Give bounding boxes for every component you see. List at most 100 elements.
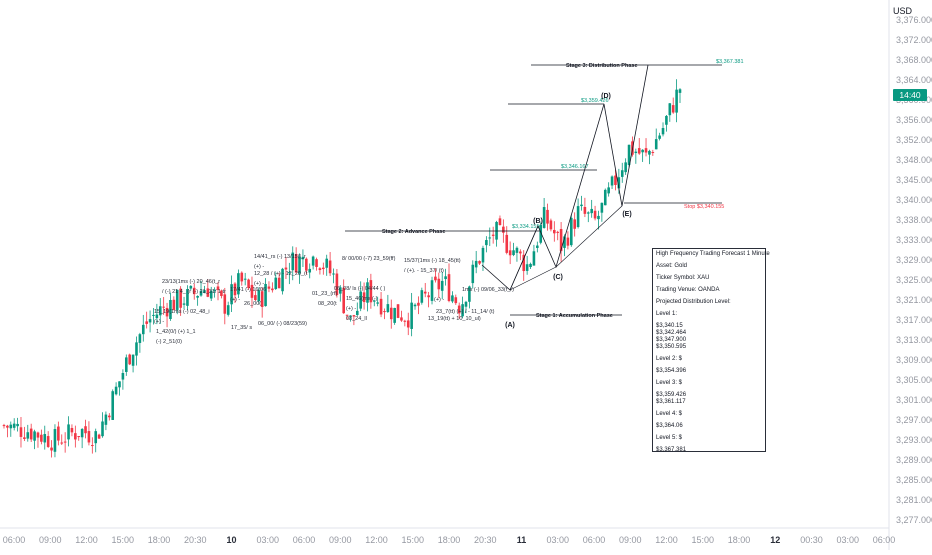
time-tick-label: 18:00: [438, 535, 461, 545]
candle-body: [243, 278, 247, 280]
candle-body: [53, 429, 57, 452]
candle-body: [186, 289, 189, 306]
wave-ab-line: [509, 225, 539, 291]
candle-body: [675, 89, 678, 113]
candle-body: [138, 334, 142, 343]
candle-body: [624, 162, 627, 173]
candle-body: [355, 310, 359, 316]
candle-body: [9, 424, 13, 429]
candle-body: [135, 342, 138, 356]
candle-body: [67, 424, 70, 440]
candle-body: [600, 202, 604, 213]
candle-body: [471, 264, 475, 284]
candle-body: [559, 228, 563, 252]
pattern-note: 17/41 (-) 16/06: [230, 287, 266, 293]
candle-body: [349, 315, 352, 317]
candle-body: [556, 231, 560, 233]
time-axis: 06:00 09:00 12:00 15:00 18:00 20:30 10 03:00 06:…: [0, 527, 896, 545]
candle-body: [288, 272, 291, 274]
candle-body: [502, 226, 505, 233]
price-tick-label: 3,325.000: [896, 275, 932, 285]
candle-body: [12, 423, 16, 428]
candle-body: [583, 207, 587, 214]
price-tick-label: 3,352.000: [896, 135, 932, 145]
candle-body: [603, 189, 607, 206]
pattern-note: 26_00(: [244, 301, 261, 307]
candle-body: [427, 295, 430, 298]
info-title: High Frequency Trading Forecast 1 Minute: [656, 251, 770, 257]
candle-body: [230, 284, 233, 305]
forecast-info-box: High Frequency Trading Forecast 1 Minute…: [652, 248, 770, 453]
candle-body: [654, 139, 658, 150]
candle-body: [515, 247, 519, 253]
time-tick-label: 20:30: [184, 535, 207, 545]
pattern-note: 23_7(tt) (+) / - 11_14/ (t): [436, 309, 495, 315]
pattern-note: 06_08/ ls (-) 04/44 ( ): [334, 286, 386, 292]
candle-body: [366, 282, 369, 303]
info-level3-value: $3,361.117: [656, 399, 686, 405]
candle-body: [50, 447, 53, 451]
candle-body: [549, 220, 553, 230]
candle-body: [383, 311, 386, 313]
wave-ce-line: [555, 205, 623, 268]
candle-body: [410, 302, 413, 329]
candle-body: [26, 432, 30, 439]
time-tick-label: 06:00: [873, 535, 896, 545]
currency-label: USD: [892, 6, 912, 16]
candle-body: [637, 148, 641, 154]
candle-body: [46, 436, 50, 447]
candle-body: [101, 421, 104, 437]
pattern-note: 8/ 00/00 (-7) 23_59(ff): [342, 256, 396, 262]
candle-body: [678, 89, 682, 93]
candle-body: [339, 287, 342, 294]
candle-body: [648, 150, 651, 155]
candle-body: [586, 212, 590, 214]
candle-body: [610, 176, 614, 186]
info-ticker: Ticker Symbol: XAU: [656, 275, 710, 281]
candle-body: [162, 306, 165, 308]
stage1-label: Stage 1: Accumulation Phase: [536, 313, 613, 319]
candle-body: [91, 445, 94, 447]
candle-body: [569, 217, 573, 246]
time-tick-label: 12:00: [655, 535, 678, 545]
candle-body: [627, 144, 631, 166]
candle-body: [393, 307, 396, 323]
time-tick-label: 12: [770, 535, 780, 545]
price-tick-label: 3,364.000: [896, 75, 932, 85]
price-tick-label: 3,356.000: [896, 115, 932, 125]
candle-body: [281, 268, 284, 292]
candle-body: [325, 258, 329, 268]
candle-body: [400, 317, 403, 321]
pattern-note: (+) -: [254, 264, 264, 270]
candle-body: [396, 304, 400, 318]
info-level3: Level 3: $: [656, 380, 683, 386]
pattern-note: 17_35/ s: [231, 325, 252, 331]
pattern-note: (+) -: [230, 297, 240, 303]
time-tick-label: 03:00: [256, 535, 279, 545]
candle-body: [118, 381, 121, 388]
candle-body: [74, 433, 77, 440]
candle-body: [573, 219, 576, 229]
info-venue: Trading Venue: OANDA: [656, 287, 720, 293]
info-level1-value: $3,347.900: [656, 337, 687, 343]
candle-body: [2, 425, 6, 427]
pattern-note: 23/13(1ms (-) 20_46(t_r: [162, 279, 220, 285]
point-c-label: (C): [553, 274, 563, 281]
time-tick-label: 18:00: [728, 535, 751, 545]
info-level1: Level 1:: [656, 311, 678, 317]
candle-body: [403, 320, 407, 322]
price-tick-label: 3,285.000: [896, 475, 932, 485]
info-level3-value: $3,359.426: [656, 392, 687, 398]
candle-body: [508, 250, 512, 256]
candle-body: [406, 320, 410, 328]
price-tick-label: 3,321.000: [896, 295, 932, 305]
price-tick-label: 3,313.000: [896, 335, 932, 345]
candle-body: [485, 240, 488, 246]
candle-body: [223, 294, 227, 314]
candle-body: [372, 300, 376, 302]
price-tick-label: 3,340.000: [896, 195, 932, 205]
price-b-label: $3,334.155: [512, 224, 540, 230]
candle-body: [77, 436, 81, 438]
